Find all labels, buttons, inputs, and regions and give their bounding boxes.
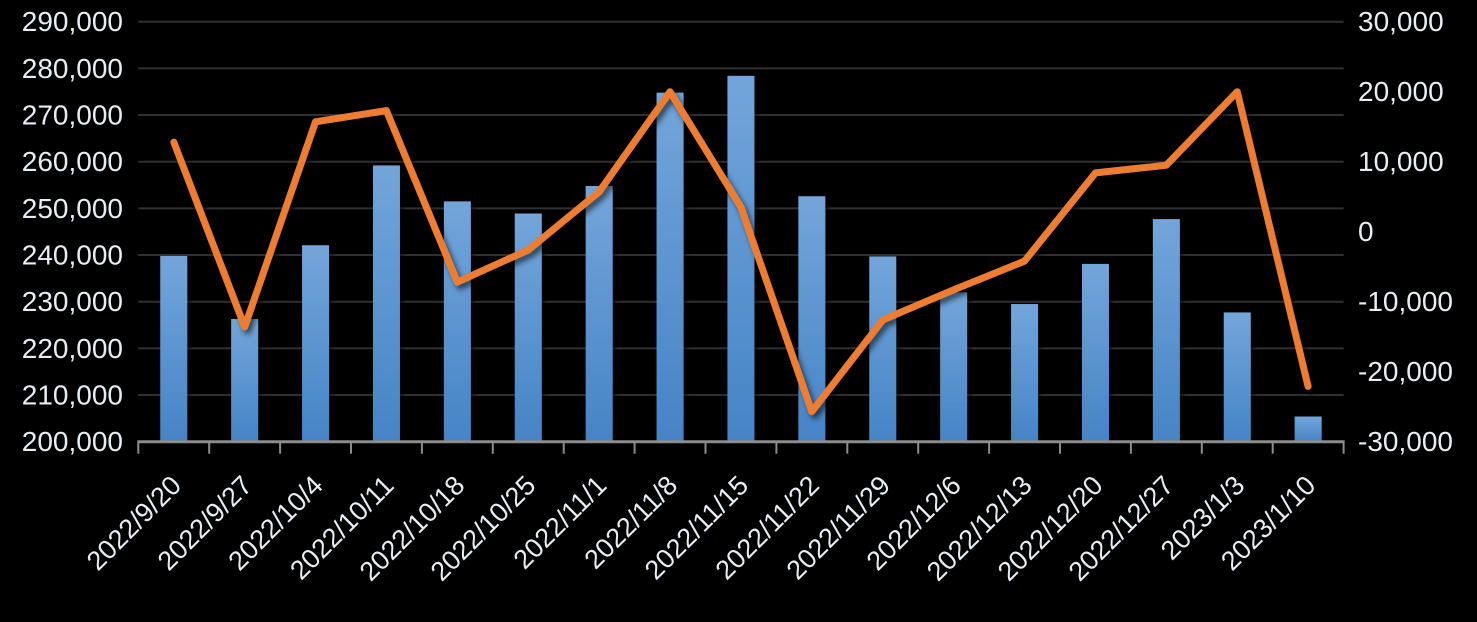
left-axis-labels: 290,000 280,000 270,000 260,000 250,000 240,0… [22, 6, 123, 457]
bar [443, 201, 471, 442]
bar [656, 92, 684, 442]
line-series [170, 88, 1312, 416]
bar [585, 185, 613, 442]
bar-series [160, 75, 1322, 442]
bar [1011, 304, 1039, 442]
right-axis-tick-label: -30,000 [1358, 426, 1453, 457]
left-axis-tick-label: 290,000 [22, 6, 123, 37]
right-axis-tick-label: 20,000 [1358, 76, 1444, 107]
right-axis-tick-label: 0 [1358, 216, 1374, 247]
left-axis-tick-label: 240,000 [22, 240, 123, 271]
x-axis-labels: 2022/9/202022/9/272022/10/42022/10/11202… [81, 470, 1321, 587]
bar [1081, 263, 1109, 442]
bar [940, 292, 968, 442]
bar [372, 165, 400, 442]
left-axis-tick-label: 230,000 [22, 286, 123, 317]
bar [727, 75, 755, 442]
right-axis-tick-label: 10,000 [1358, 146, 1444, 177]
line [170, 88, 1312, 416]
left-axis-tick-label: 270,000 [22, 100, 123, 131]
right-axis-tick-label: -20,000 [1358, 356, 1453, 387]
x-axis [137, 440, 1345, 454]
bar [1152, 219, 1180, 442]
bar [160, 255, 188, 442]
left-axis-tick-label: 200,000 [22, 426, 123, 457]
right-axis-tick-label: 30,000 [1358, 6, 1444, 37]
right-axis-labels: 30,000 20,000 10,000 0 -10,000 -20,000 -30,000 [1358, 6, 1453, 457]
left-axis-tick-label: 250,000 [22, 193, 123, 224]
bar [302, 245, 330, 442]
left-axis-tick-label: 210,000 [22, 380, 123, 411]
bar [1294, 416, 1322, 442]
right-axis-tick-label: -10,000 [1358, 286, 1453, 317]
left-axis-tick-label: 220,000 [22, 333, 123, 364]
left-axis-tick-label: 260,000 [22, 146, 123, 177]
left-axis-tick-label: 280,000 [22, 53, 123, 84]
bar [1223, 312, 1251, 442]
bar [869, 256, 897, 442]
bar [231, 318, 259, 442]
